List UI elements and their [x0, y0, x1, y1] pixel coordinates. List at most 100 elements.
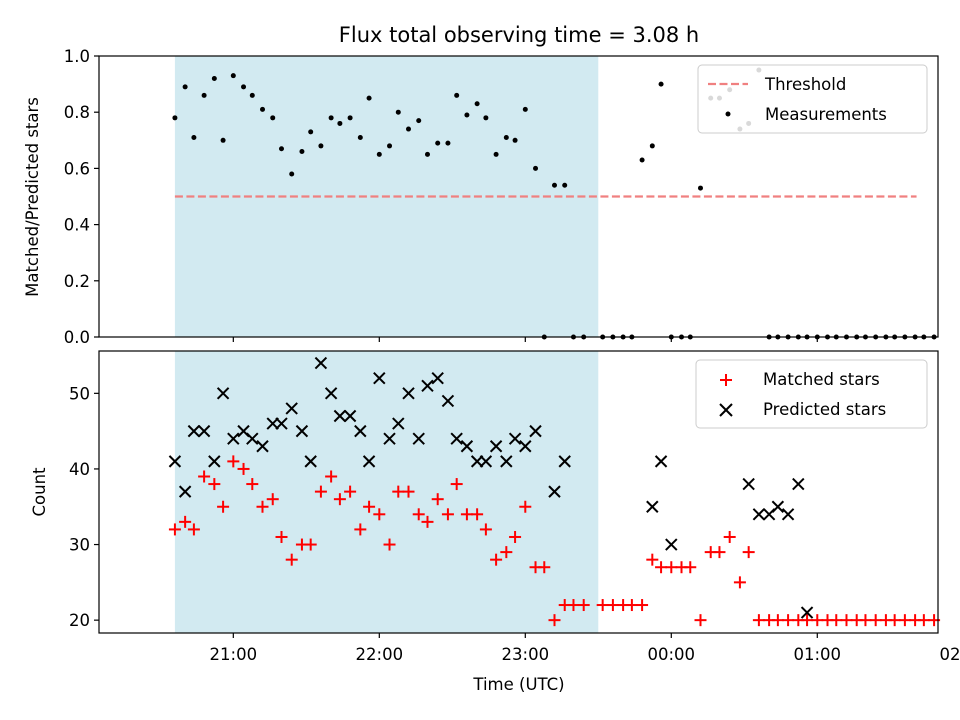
measurement-point — [270, 115, 276, 121]
ratio-y-tick-label: 0.4 — [64, 216, 90, 235]
count-y-tick-label: 30 — [69, 536, 90, 555]
ratio-plot-frame — [98, 55, 939, 338]
predicted-star-point — [421, 379, 434, 392]
matched-star-point — [354, 523, 367, 536]
predicted-star-point — [362, 455, 376, 468]
matched-star-point — [519, 500, 532, 513]
measurement-point — [658, 81, 664, 87]
measurement-point — [562, 182, 568, 188]
predicted-star-point — [800, 606, 814, 619]
matched-star-point — [198, 470, 211, 483]
measurement-point — [454, 92, 460, 98]
measurement-point — [551, 182, 557, 188]
measurement-point — [503, 134, 509, 140]
predicted-star-point — [168, 455, 182, 468]
matched-star-point — [713, 546, 726, 559]
measurement-point — [172, 115, 178, 121]
matched-star-point — [479, 523, 492, 536]
predicted-star-point — [373, 372, 386, 385]
predicted-star-point — [314, 356, 328, 370]
count-y-axis-label: Count — [30, 467, 49, 517]
predicted-star-point — [508, 432, 522, 445]
measurement-point — [533, 165, 539, 171]
matched-star-point — [771, 614, 784, 627]
matched-star-point — [606, 599, 619, 612]
ratio-y-tick-label: 0.0 — [64, 328, 90, 347]
predicted-star-point — [529, 424, 542, 438]
predicted-star-point — [742, 477, 755, 491]
measurement-point — [474, 101, 480, 107]
matched-star-point — [208, 478, 221, 491]
matched-star-point — [567, 599, 580, 612]
measurement-point — [522, 106, 528, 112]
predicted-star-point — [646, 500, 659, 513]
matched-star-point — [256, 500, 269, 513]
matched-star-point — [830, 614, 843, 627]
count-y-tick-label: 20 — [69, 611, 90, 630]
predicted-star-point — [354, 424, 367, 438]
matched-star-point — [412, 508, 425, 521]
matched-star-point — [402, 485, 415, 498]
ratio-panel: 0.0 0.2 0.4 0.6 0.8 1.0 Matched/Predicted sta… — [23, 47, 939, 347]
matched-star-point — [655, 561, 668, 574]
matched-star-point — [509, 530, 522, 543]
measurement-point — [318, 143, 324, 149]
predicted-legend-label: Predicted stars — [763, 400, 886, 419]
matched-star-point — [500, 546, 513, 559]
measurement-point — [639, 157, 645, 163]
matched-star-point — [333, 493, 346, 506]
predicted-star-point — [654, 455, 668, 468]
matched-star-point — [840, 614, 853, 627]
matched-star-point — [266, 493, 279, 506]
predicted-star-point — [479, 455, 493, 468]
predicted-star-point — [178, 485, 192, 498]
measurement-point — [201, 92, 207, 98]
measurement-point — [376, 151, 382, 157]
matched-star-point — [285, 553, 298, 566]
measurement-point — [241, 84, 247, 90]
matched-star-point — [460, 508, 473, 521]
predicted-star-point — [402, 387, 415, 400]
measurement-point — [464, 112, 470, 118]
matched-star-point — [898, 614, 911, 627]
predicted-star-point — [304, 455, 317, 468]
predicted-star-point — [266, 417, 279, 430]
measurement-point — [416, 118, 422, 124]
matched-star-point — [383, 538, 396, 551]
measurement-point — [406, 126, 412, 132]
matched-star-point — [187, 523, 200, 536]
matched-star-point — [363, 500, 376, 513]
measurement-point — [366, 95, 372, 101]
matched-star-point — [450, 478, 463, 491]
predicted-star-point — [489, 440, 503, 453]
matched-star-point — [246, 478, 259, 491]
measurement-point — [299, 149, 305, 155]
count-y-tick-label: 40 — [69, 460, 90, 479]
measurements-legend-label: Measurements — [765, 105, 887, 124]
measurement-point — [249, 92, 255, 98]
predicted-star-point — [256, 440, 269, 453]
predicted-star-point — [781, 508, 795, 521]
predicted-star-point — [197, 424, 211, 438]
measurements-legend-marker — [725, 111, 731, 117]
predicted-star-point — [470, 455, 484, 468]
matched-star-point — [694, 614, 707, 627]
matched-star-point — [636, 599, 649, 612]
measurement-point — [289, 171, 295, 177]
measurement-point — [328, 115, 334, 121]
predicted-star-point — [227, 432, 240, 445]
measurement-point — [435, 140, 441, 146]
predicted-star-point — [343, 409, 357, 423]
x-axis-label: Time (UTC) — [472, 675, 564, 694]
matched-star-point — [888, 614, 901, 627]
threshold-legend-label: Threshold — [764, 75, 846, 94]
chart-title: Flux total observing time = 3.08 h — [339, 23, 699, 47]
predicted-star-point — [295, 424, 309, 438]
predicted-legend-marker — [719, 403, 733, 417]
matched-star-point — [733, 576, 746, 589]
measurement-point — [337, 120, 343, 126]
predicted-star-point — [431, 372, 444, 385]
